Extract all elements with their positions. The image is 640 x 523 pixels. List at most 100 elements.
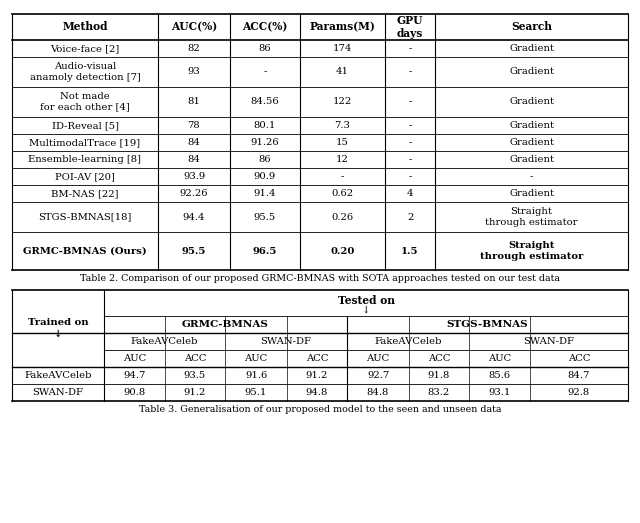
Text: FakeAVCeleb: FakeAVCeleb <box>374 337 442 346</box>
Text: Voice-face [2]: Voice-face [2] <box>51 44 120 53</box>
Text: Table 2. Comparison of our proposed GRMC-BMNAS with SOTA approaches tested on ou: Table 2. Comparison of our proposed GRMC… <box>80 274 560 283</box>
Text: 91.2: 91.2 <box>306 371 328 380</box>
Text: 93: 93 <box>188 67 200 76</box>
Text: 15: 15 <box>336 138 349 147</box>
Text: 91.8: 91.8 <box>428 371 450 380</box>
Text: 2: 2 <box>407 212 413 222</box>
Text: 95.1: 95.1 <box>245 388 267 397</box>
Text: Gradient: Gradient <box>509 155 554 164</box>
Text: 7.3: 7.3 <box>335 121 351 130</box>
Text: 82: 82 <box>188 44 200 53</box>
Text: FakeAVCeleb: FakeAVCeleb <box>24 371 92 380</box>
Text: -: - <box>408 155 412 164</box>
Text: ID-Reveal [5]: ID-Reveal [5] <box>51 121 118 130</box>
Text: 78: 78 <box>188 121 200 130</box>
Text: -: - <box>530 172 533 181</box>
Text: ACC: ACC <box>428 354 451 363</box>
Text: 84.8: 84.8 <box>367 388 389 397</box>
Text: ACC: ACC <box>306 354 328 363</box>
Text: -: - <box>408 138 412 147</box>
Text: STGS-BMNAS[18]: STGS-BMNAS[18] <box>38 212 132 222</box>
Text: SWAN-DF: SWAN-DF <box>33 388 83 397</box>
Text: ACC: ACC <box>184 354 206 363</box>
Text: 92.26: 92.26 <box>180 189 208 198</box>
Text: AUC: AUC <box>123 354 146 363</box>
Text: 94.7: 94.7 <box>124 371 146 380</box>
Text: 91.26: 91.26 <box>251 138 279 147</box>
Text: Gradient: Gradient <box>509 138 554 147</box>
Text: 80.1: 80.1 <box>254 121 276 130</box>
Text: 96.5: 96.5 <box>253 246 277 256</box>
Text: GPU
days: GPU days <box>397 15 423 39</box>
Text: 91.2: 91.2 <box>184 388 206 397</box>
Text: 90.9: 90.9 <box>254 172 276 181</box>
Text: Tested on: Tested on <box>337 294 394 305</box>
Text: 84: 84 <box>188 155 200 164</box>
Text: SWAN-DF: SWAN-DF <box>260 337 312 346</box>
Text: -: - <box>408 67 412 76</box>
Text: 41: 41 <box>336 67 349 76</box>
Text: 174: 174 <box>333 44 352 53</box>
Text: Straight
through estimator: Straight through estimator <box>480 241 583 260</box>
Text: 94.4: 94.4 <box>183 212 205 222</box>
Text: 92.8: 92.8 <box>568 388 590 397</box>
Text: Method: Method <box>62 21 108 32</box>
Text: 12: 12 <box>336 155 349 164</box>
Text: SWAN-DF: SWAN-DF <box>523 337 574 346</box>
Text: 90.8: 90.8 <box>124 388 146 397</box>
Text: 83.2: 83.2 <box>428 388 450 397</box>
Text: -: - <box>408 121 412 130</box>
Text: -: - <box>408 44 412 53</box>
Text: Params(M): Params(M) <box>310 21 376 32</box>
Text: 91.4: 91.4 <box>253 189 276 198</box>
Text: 84.56: 84.56 <box>251 97 279 107</box>
Text: AUC: AUC <box>244 354 268 363</box>
Text: ACC(%): ACC(%) <box>243 21 288 32</box>
Text: -: - <box>408 97 412 107</box>
Text: 86: 86 <box>259 44 271 53</box>
Text: 81: 81 <box>188 97 200 107</box>
Text: 94.8: 94.8 <box>306 388 328 397</box>
Text: 92.7: 92.7 <box>367 371 389 380</box>
Text: Table 3. Generalisation of our proposed model to the seen and unseen data: Table 3. Generalisation of our proposed … <box>139 405 501 414</box>
Text: 0.26: 0.26 <box>332 212 353 222</box>
Text: Ensemble-learning [8]: Ensemble-learning [8] <box>29 155 141 164</box>
Text: 93.1: 93.1 <box>488 388 511 397</box>
Text: FakeAVCeleb: FakeAVCeleb <box>131 337 198 346</box>
Text: POI-AV [20]: POI-AV [20] <box>55 172 115 181</box>
Text: STGS-BMNAS: STGS-BMNAS <box>447 320 528 329</box>
Text: Gradient: Gradient <box>509 189 554 198</box>
Text: 122: 122 <box>333 97 352 107</box>
Text: Not made
for each other [4]: Not made for each other [4] <box>40 92 130 112</box>
Text: 93.5: 93.5 <box>184 371 206 380</box>
Text: BM-NAS [22]: BM-NAS [22] <box>51 189 119 198</box>
Text: -: - <box>263 67 267 76</box>
Text: 4: 4 <box>407 189 413 198</box>
Text: 91.6: 91.6 <box>245 371 267 380</box>
Text: Gradient: Gradient <box>509 121 554 130</box>
Text: ACC: ACC <box>568 354 590 363</box>
Text: AUC(%): AUC(%) <box>171 21 217 32</box>
Text: 0.20: 0.20 <box>330 246 355 256</box>
Text: Search: Search <box>511 21 552 32</box>
Text: Trained on
↓: Trained on ↓ <box>28 318 88 339</box>
Text: -: - <box>341 172 344 181</box>
Text: 93.9: 93.9 <box>183 172 205 181</box>
Text: Gradient: Gradient <box>509 97 554 107</box>
Text: Gradient: Gradient <box>509 44 554 53</box>
Text: 86: 86 <box>259 155 271 164</box>
Text: MultimodalTrace [19]: MultimodalTrace [19] <box>29 138 141 147</box>
Text: 95.5: 95.5 <box>182 246 206 256</box>
Text: 84: 84 <box>188 138 200 147</box>
Text: GRMC-BMNAS: GRMC-BMNAS <box>182 320 269 329</box>
Text: Straight
through estimator: Straight through estimator <box>485 207 578 226</box>
Text: -: - <box>408 172 412 181</box>
Text: AUC: AUC <box>488 354 511 363</box>
Text: ↓: ↓ <box>362 305 370 314</box>
Text: 84.7: 84.7 <box>568 371 590 380</box>
Text: 0.62: 0.62 <box>332 189 353 198</box>
Text: 95.5: 95.5 <box>254 212 276 222</box>
Text: GRMC-BMNAS (Ours): GRMC-BMNAS (Ours) <box>23 246 147 256</box>
Text: Audio-visual
anamoly detection [7]: Audio-visual anamoly detection [7] <box>29 62 140 82</box>
Text: Gradient: Gradient <box>509 67 554 76</box>
